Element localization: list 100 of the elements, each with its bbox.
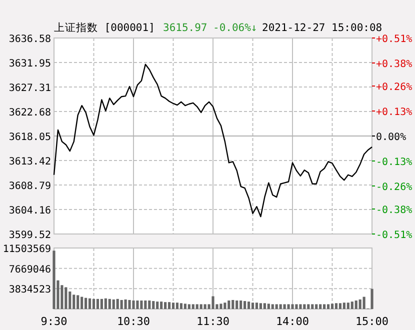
bar	[68, 292, 72, 309]
x-tick-label: 11:30	[196, 315, 230, 328]
bar	[136, 300, 139, 309]
bar	[100, 298, 103, 309]
bar	[176, 302, 179, 309]
bar	[295, 304, 298, 309]
bar	[96, 298, 100, 309]
bar	[212, 296, 214, 309]
y-tick-label: 3618.05	[8, 132, 51, 143]
bar	[92, 298, 96, 309]
bar	[72, 294, 76, 309]
x-tick-label: 10:30	[116, 315, 150, 328]
x-tick-label: 9:30	[40, 315, 68, 328]
y-tick-label: 7669046	[8, 264, 51, 276]
bar	[342, 302, 346, 309]
bar	[148, 300, 151, 309]
bar	[64, 287, 68, 309]
bar	[184, 304, 186, 309]
bar	[88, 298, 92, 309]
bar	[307, 304, 310, 309]
bar	[228, 300, 230, 309]
y2-tick-label: -0.38%	[376, 205, 412, 216]
bar	[263, 303, 266, 309]
bar	[354, 300, 358, 309]
text: 2021-12-27 15:00:08	[262, 22, 382, 34]
y-tick-label: 3613.42	[8, 156, 51, 168]
bar	[144, 300, 147, 309]
bar	[267, 304, 270, 309]
bar	[108, 298, 111, 309]
y-tick-label: 3604.16	[8, 205, 51, 216]
y2-tick-label: +0.38%	[376, 58, 412, 70]
bar	[271, 304, 274, 309]
bar	[140, 300, 143, 309]
bar	[370, 288, 374, 309]
bar	[152, 301, 155, 309]
y2-tick-label: -0.13%	[376, 156, 412, 168]
y-tick-label: 3599.52	[8, 230, 51, 241]
bar	[128, 300, 131, 309]
bar	[330, 304, 334, 309]
y2-tick-label: +0.51%	[376, 34, 412, 45]
y-tick-label: 3636.58	[8, 34, 51, 45]
bar	[291, 304, 294, 309]
bar	[192, 304, 194, 309]
bar	[350, 302, 354, 309]
bar	[196, 304, 198, 309]
bar	[132, 300, 135, 309]
bar	[251, 302, 254, 309]
bar	[80, 296, 84, 309]
bar	[319, 304, 322, 309]
line-series	[53, 64, 373, 218]
bar	[84, 298, 88, 309]
bar	[160, 302, 163, 309]
y-tick-label: 3834523	[8, 284, 51, 296]
y2-tick-label: -0.51%	[376, 230, 412, 241]
y-tick-label: 11503569	[2, 244, 51, 255]
bar	[200, 304, 202, 309]
bar	[315, 304, 318, 309]
bar	[116, 298, 119, 309]
y2-tick-label: -0.26%	[376, 182, 412, 193]
bar	[346, 302, 350, 309]
bar	[172, 302, 175, 309]
bar	[334, 303, 338, 309]
bar	[236, 300, 238, 309]
bar	[76, 295, 80, 309]
bar	[275, 304, 278, 309]
y2-tick-label: +0.13%	[376, 107, 412, 118]
chart-title: 上证指数 [000001]	[54, 21, 155, 34]
bar	[104, 298, 107, 309]
bar	[168, 302, 171, 309]
bar	[255, 302, 258, 309]
y2-tick-label: +0.26%	[376, 82, 412, 94]
bar	[112, 299, 115, 309]
y-tick-label: 3608.79	[8, 180, 51, 192]
text: -0.06%↓	[213, 22, 258, 34]
bar	[244, 301, 246, 309]
bar	[362, 296, 366, 309]
bar	[311, 304, 314, 309]
bar	[283, 304, 286, 309]
x-tick-label: 15:00	[355, 315, 389, 328]
bar	[164, 302, 167, 309]
bar	[124, 299, 127, 309]
bar	[247, 302, 250, 309]
bar	[240, 300, 242, 309]
bar	[220, 304, 222, 309]
bar	[299, 304, 302, 309]
bar	[287, 304, 290, 309]
y-tick-label: 3627.31	[8, 83, 51, 94]
bar	[188, 304, 190, 309]
bar	[120, 300, 123, 309]
y2-tick-label: 0.00%	[376, 132, 406, 143]
bar	[303, 304, 306, 309]
text: 3615.97	[163, 22, 208, 34]
bar	[232, 300, 234, 309]
bar	[52, 250, 56, 309]
bar	[259, 303, 262, 309]
y-tick-label: 3631.95	[8, 58, 51, 70]
bar	[338, 303, 342, 309]
bar	[180, 303, 182, 309]
bar	[323, 304, 326, 309]
bar	[326, 304, 330, 309]
